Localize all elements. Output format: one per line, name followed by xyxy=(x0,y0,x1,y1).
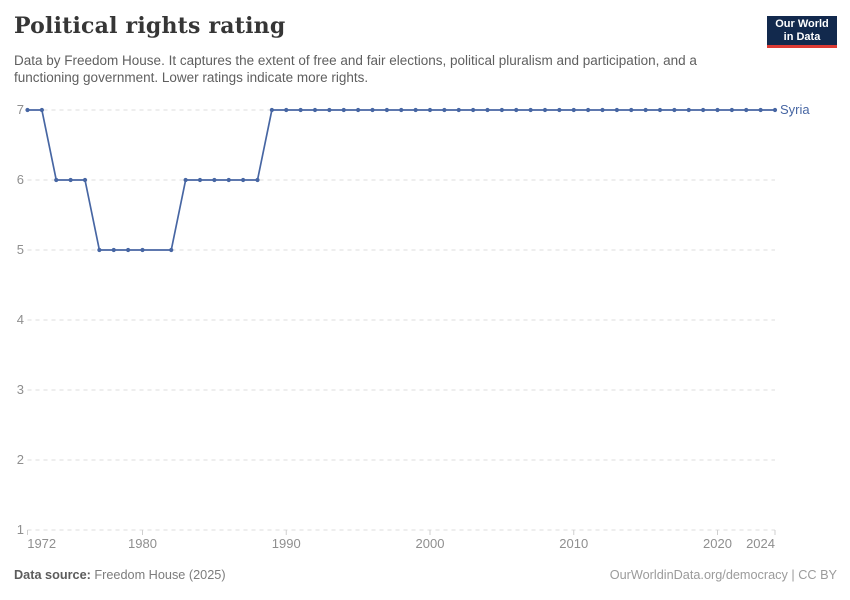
y-axis-tick-label: 5 xyxy=(16,242,24,257)
x-axis-tick-label: 2000 xyxy=(415,536,445,551)
data-point xyxy=(241,177,246,183)
data-point xyxy=(197,177,203,183)
data-point xyxy=(183,177,188,183)
data-point xyxy=(298,107,303,113)
y-axis-tick-label: 3 xyxy=(16,382,24,397)
x-axis-tick-label: 1980 xyxy=(128,536,157,551)
data-point xyxy=(586,107,591,113)
data-point xyxy=(629,107,634,113)
data-point xyxy=(255,177,260,183)
y-axis-tick-label: 6 xyxy=(16,172,24,187)
data-point xyxy=(111,247,116,253)
data-point xyxy=(643,107,648,113)
data-point xyxy=(126,247,131,253)
data-point xyxy=(571,107,576,113)
series-entity-label: Syria xyxy=(780,102,810,117)
data-source-value: Freedom House (2025) xyxy=(90,568,226,582)
data-point xyxy=(686,107,691,113)
y-axis-tick-label: 1 xyxy=(16,522,24,537)
data-point xyxy=(82,177,88,183)
data-point xyxy=(399,107,404,113)
owid-logo-line2: in Data xyxy=(783,30,821,43)
y-axis-tick-label: 7 xyxy=(16,102,24,117)
chart-footer: Data source: Freedom House (2025) OurWor… xyxy=(14,568,837,586)
data-point xyxy=(672,107,677,113)
x-axis-tick-label: 2020 xyxy=(703,536,732,551)
data-point xyxy=(97,247,102,253)
data-point xyxy=(514,107,519,113)
chart-title: Political rights rating xyxy=(14,13,286,39)
series-line xyxy=(27,109,775,251)
data-point xyxy=(758,107,763,113)
data-point xyxy=(471,107,476,113)
data-point xyxy=(614,107,619,113)
data-point xyxy=(25,107,30,113)
data-point xyxy=(657,107,663,113)
data-point xyxy=(312,107,318,113)
data-point xyxy=(456,107,461,113)
data-point xyxy=(269,107,274,113)
data-point xyxy=(744,107,749,113)
data-point xyxy=(341,107,346,113)
data-point xyxy=(226,177,231,183)
data-point xyxy=(542,107,548,113)
data-point xyxy=(212,177,217,183)
y-axis-tick-label: 4 xyxy=(16,312,24,327)
data-point xyxy=(427,107,433,113)
data-point xyxy=(499,107,504,113)
chart-subtitle: Data by Freedom House. It captures the e… xyxy=(14,53,697,85)
data-point xyxy=(284,107,289,113)
data-point xyxy=(600,107,605,113)
x-axis-tick-label: 1990 xyxy=(271,536,301,551)
data-point xyxy=(54,177,59,183)
data-point xyxy=(327,107,332,113)
data-point xyxy=(772,107,778,113)
y-axis-tick-label: 2 xyxy=(16,452,24,467)
x-axis-tick-label: 2010 xyxy=(559,536,589,551)
data-point xyxy=(413,107,418,113)
data-point xyxy=(485,107,490,113)
data-source-label: Data source: xyxy=(14,568,91,582)
data-point xyxy=(715,107,720,113)
data-source-line: Data source: Freedom House (2025) xyxy=(14,568,226,582)
data-point xyxy=(384,107,389,113)
data-point xyxy=(701,107,706,113)
data-point xyxy=(528,107,533,113)
owid-logo[interactable]: Our World in Data xyxy=(767,16,837,48)
data-point xyxy=(68,177,73,183)
data-point xyxy=(356,107,361,113)
data-point xyxy=(140,247,145,253)
data-point xyxy=(370,107,375,113)
data-point xyxy=(557,107,562,113)
data-point xyxy=(169,247,174,253)
credit-link[interactable]: OurWorldinData.org/democracy | CC BY xyxy=(609,568,837,582)
owid-logo-line1: Our World xyxy=(775,18,829,30)
data-point xyxy=(39,107,44,113)
data-point xyxy=(442,107,447,113)
x-axis-tick-label: 2024 xyxy=(746,536,775,551)
x-axis-tick-label: 1972 xyxy=(27,536,57,551)
data-point xyxy=(729,107,734,113)
